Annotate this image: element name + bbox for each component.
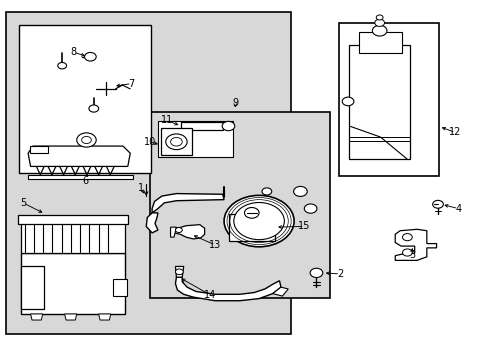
Text: 13: 13 — [209, 240, 221, 250]
Text: 2: 2 — [336, 269, 343, 279]
Bar — [21, 253, 125, 314]
Bar — [339, 23, 438, 176]
Circle shape — [170, 138, 182, 146]
Bar — [358, 32, 401, 53]
Text: 11: 11 — [160, 115, 172, 125]
Bar — [19, 215, 127, 224]
Polygon shape — [175, 277, 281, 301]
Text: 6: 6 — [82, 176, 88, 186]
Text: 8: 8 — [70, 47, 76, 57]
Bar — [158, 121, 233, 157]
Circle shape — [233, 203, 284, 240]
Circle shape — [374, 19, 384, 26]
Bar — [348, 45, 409, 159]
Circle shape — [84, 53, 96, 61]
Circle shape — [224, 195, 293, 247]
Circle shape — [244, 207, 259, 218]
Circle shape — [342, 97, 353, 106]
Polygon shape — [175, 266, 183, 277]
Circle shape — [262, 188, 271, 195]
Polygon shape — [30, 146, 47, 153]
Text: 9: 9 — [232, 98, 238, 108]
Bar — [149, 112, 329, 298]
Text: 14: 14 — [204, 290, 216, 300]
Bar — [6, 12, 290, 334]
Circle shape — [89, 105, 99, 112]
Bar — [113, 279, 126, 296]
Circle shape — [432, 201, 443, 208]
Bar — [228, 214, 275, 241]
Polygon shape — [30, 314, 42, 320]
Bar — [21, 223, 125, 253]
Text: 15: 15 — [298, 221, 310, 231]
Circle shape — [58, 63, 66, 69]
Text: 12: 12 — [448, 127, 461, 138]
Text: 5: 5 — [20, 198, 27, 208]
Circle shape — [309, 268, 322, 278]
Bar — [19, 24, 151, 173]
Circle shape — [77, 133, 96, 147]
Circle shape — [293, 186, 306, 197]
Circle shape — [175, 228, 182, 233]
Text: 4: 4 — [454, 203, 461, 213]
Circle shape — [81, 136, 91, 144]
Circle shape — [402, 249, 411, 256]
Text: 1: 1 — [138, 183, 143, 193]
Polygon shape — [146, 213, 158, 233]
Polygon shape — [28, 175, 132, 179]
Circle shape — [372, 25, 386, 36]
Circle shape — [375, 15, 382, 20]
Bar — [21, 266, 44, 309]
Polygon shape — [170, 225, 204, 239]
Polygon shape — [394, 229, 436, 260]
Text: 7: 7 — [128, 78, 135, 89]
Circle shape — [175, 269, 183, 275]
Polygon shape — [170, 227, 176, 237]
Circle shape — [222, 121, 234, 131]
Text: 3: 3 — [408, 250, 414, 260]
Circle shape — [402, 234, 411, 241]
Polygon shape — [28, 146, 130, 166]
Circle shape — [304, 204, 316, 213]
Polygon shape — [99, 314, 111, 320]
Polygon shape — [64, 314, 77, 320]
Polygon shape — [181, 122, 222, 130]
Polygon shape — [152, 194, 224, 213]
Circle shape — [165, 134, 187, 150]
Polygon shape — [272, 287, 287, 296]
Bar — [161, 128, 192, 155]
Text: 10: 10 — [143, 137, 156, 147]
